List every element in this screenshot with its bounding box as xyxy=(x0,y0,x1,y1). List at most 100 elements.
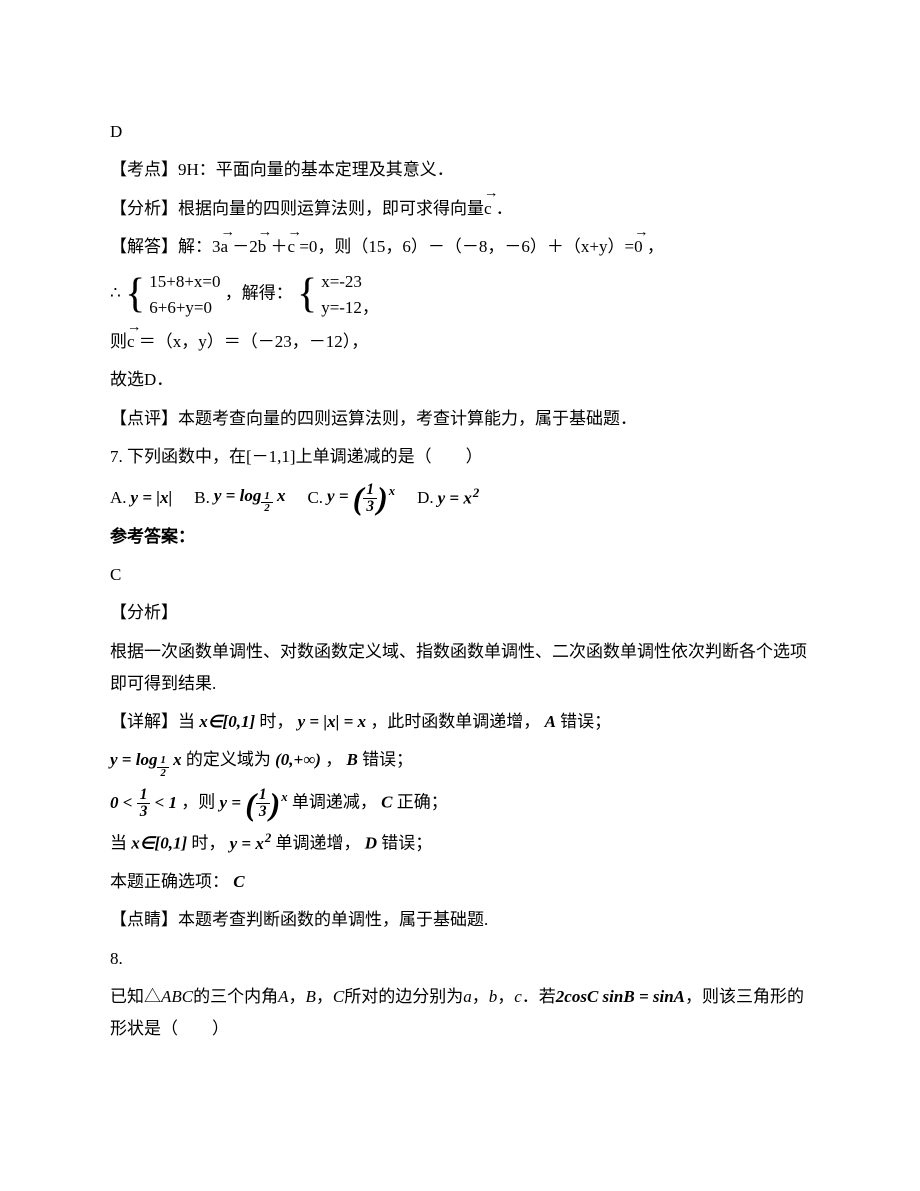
option-ref: A xyxy=(545,712,556,731)
q8-stem: 已知△ABC的三个内角A，B，C所对的边分别为a，b，c．若2cosC sinB… xyxy=(110,981,810,1046)
text: ＝（x，y）＝（－23，－12）， xyxy=(135,332,369,351)
text: ， xyxy=(472,987,489,1006)
option-A: A. y = |x| xyxy=(110,482,172,514)
vector-c-icon: c xyxy=(288,231,296,263)
vector-c-icon: c xyxy=(484,193,492,225)
math-expr: y = x2 xyxy=(438,481,480,515)
q7-detail-B: y = log12 x 的定义域为 (0,+∞) ， B 错误； xyxy=(110,744,810,778)
option-ref: D xyxy=(365,834,377,853)
math-expr: y = log12 x xyxy=(214,480,286,514)
text: ，解得： xyxy=(225,284,293,303)
math-expr: (0,+∞) xyxy=(275,750,321,769)
equation-system: { 15+8+x=0 6+6+y=0 xyxy=(125,269,220,320)
option-label: C. xyxy=(307,482,323,514)
vector-b-icon: b xyxy=(258,231,267,263)
option-label: A. xyxy=(110,482,127,514)
option-ref: B xyxy=(346,750,357,769)
q6-topic: 【考点】9H：平面向量的基本定理及其意义． xyxy=(110,154,810,186)
text: 错误； xyxy=(381,834,432,853)
sol-line: x=-23 xyxy=(321,269,379,295)
text: ，此时函数单调递增， xyxy=(370,712,540,731)
angle: C xyxy=(333,987,344,1006)
option-B: B. y = log12 x xyxy=(194,480,285,514)
side: b xyxy=(489,987,498,1006)
left-brace-icon: { xyxy=(297,276,317,314)
q6-pick: 故选D． xyxy=(110,364,810,396)
math-expr: 2cosC sinB = sinA xyxy=(556,987,685,1006)
text: 的三个内角 xyxy=(193,987,278,1006)
eq-line: 6+6+y=0 xyxy=(149,295,220,321)
math-expr: 0 < 13 < 1 xyxy=(110,793,177,812)
therefore-symbol: ∴ xyxy=(110,284,121,303)
text: ， xyxy=(497,987,514,1006)
triangle-name: ABC xyxy=(161,987,193,1006)
text: 单调递增， xyxy=(276,834,361,853)
q7-detail-A: 【详解】当 x∈[0,1] 时， y = |x| = x ，此时函数单调递增， … xyxy=(110,706,810,738)
left-brace-icon: { xyxy=(125,276,145,314)
sol-line: y=-12， xyxy=(321,295,379,321)
q6-then: 则c ＝（x，y）＝（－23，－12）， xyxy=(110,326,810,358)
math-expr: y = x2 xyxy=(230,834,272,853)
text: 正确； xyxy=(397,793,448,812)
text: 错误； xyxy=(362,750,413,769)
text: ． xyxy=(492,199,513,218)
q7-comment: 【点睛】本题考查判断函数的单调性，属于基础题. xyxy=(110,904,810,936)
text: ， xyxy=(289,987,306,1006)
option-label: B. xyxy=(194,482,210,514)
q6-analysis: 【分析】根据向量的四则运算法则，即可求得向量c ． xyxy=(110,193,810,225)
text: ．若 xyxy=(522,987,556,1006)
text: 则 xyxy=(110,332,127,351)
option-D: D. y = x2 xyxy=(417,481,479,515)
math-expr: y = (13)x xyxy=(327,479,395,514)
q6-answer: D xyxy=(110,116,810,148)
text: 所对的边分别为 xyxy=(344,987,463,1006)
text: ，则 xyxy=(181,793,215,812)
text: 【分析】根据向量的四则运算法则，即可求得向量 xyxy=(110,199,484,218)
vector-a-icon: a xyxy=(221,231,229,263)
q6-comment: 【点评】本题考查向量的四则运算法则，考查计算能力，属于基础题． xyxy=(110,403,810,435)
option-C: C. y = (13)x xyxy=(307,479,395,514)
math-expr: x∈[0,1] xyxy=(131,834,187,853)
math-expr: x∈[0,1] xyxy=(199,712,255,731)
vector-0-icon: 0 xyxy=(634,231,643,263)
q7-stem: 7. 下列函数中，在[－1,1]上单调递减的是（ ） xyxy=(110,441,810,473)
q7-analysis-text: 根据一次函数单调性、对数函数定义域、指数函数单调性、二次函数单调性依次判断各个选… xyxy=(110,636,810,701)
text: =0，则（15，6）－（－8，－6）＋（x+y）= xyxy=(295,237,634,256)
document-page: D 【考点】9H：平面向量的基本定理及其意义． 【分析】根据向量的四则运算法则，… xyxy=(0,0,920,1092)
text: 时， xyxy=(259,712,293,731)
q6-system: ∴ { 15+8+x=0 6+6+y=0 ，解得： { x=-23 y=-12， xyxy=(110,269,810,320)
option-ref: C xyxy=(233,872,244,891)
text: 【详解】当 xyxy=(110,712,195,731)
angle: B xyxy=(306,987,316,1006)
side: c xyxy=(514,987,522,1006)
q7-analysis-label: 【分析】 xyxy=(110,597,810,629)
text: 本题正确选项： xyxy=(110,872,229,891)
angle: A xyxy=(278,987,288,1006)
math-expr: y = |x| xyxy=(131,482,173,514)
text: 的定义域为 xyxy=(186,750,271,769)
text: 已知△ xyxy=(110,987,161,1006)
math-expr: y = (13)x xyxy=(220,793,288,812)
math-expr: y = log12 x xyxy=(110,750,182,769)
q7-options: A. y = |x| B. y = log12 x C. y = (13)x D… xyxy=(110,479,810,514)
text: 【解答】解：3 xyxy=(110,237,221,256)
q6-solve: 【解答】解：3a －2b ＋c =0，则（15，6）－（－8，－6）＋（x+y）… xyxy=(110,231,810,263)
option-label: D. xyxy=(417,482,434,514)
option-ref: C xyxy=(381,793,392,812)
text: 单调递减， xyxy=(292,793,377,812)
q7-answer: C xyxy=(110,559,810,591)
text: ， xyxy=(316,987,333,1006)
math-expr: y = |x| = x xyxy=(298,712,366,731)
text: ， xyxy=(325,750,342,769)
q7-detail-D: 当 x∈[0,1] 时， y = x2 单调递增， D 错误； xyxy=(110,826,810,860)
solution-system: { x=-23 y=-12， xyxy=(297,269,379,320)
side: a xyxy=(463,987,472,1006)
q8-number: 8. xyxy=(110,943,810,975)
reference-answer-label: 参考答案： xyxy=(110,521,810,553)
text: 当 xyxy=(110,834,127,853)
vector-c-icon: c xyxy=(127,326,135,358)
eq-line: 15+8+x=0 xyxy=(149,269,220,295)
text: 时， xyxy=(191,834,225,853)
q7-final: 本题正确选项： C xyxy=(110,866,810,898)
q7-detail-C: 0 < 13 < 1 ，则 y = (13)x 单调递减， C 正确； xyxy=(110,785,810,820)
